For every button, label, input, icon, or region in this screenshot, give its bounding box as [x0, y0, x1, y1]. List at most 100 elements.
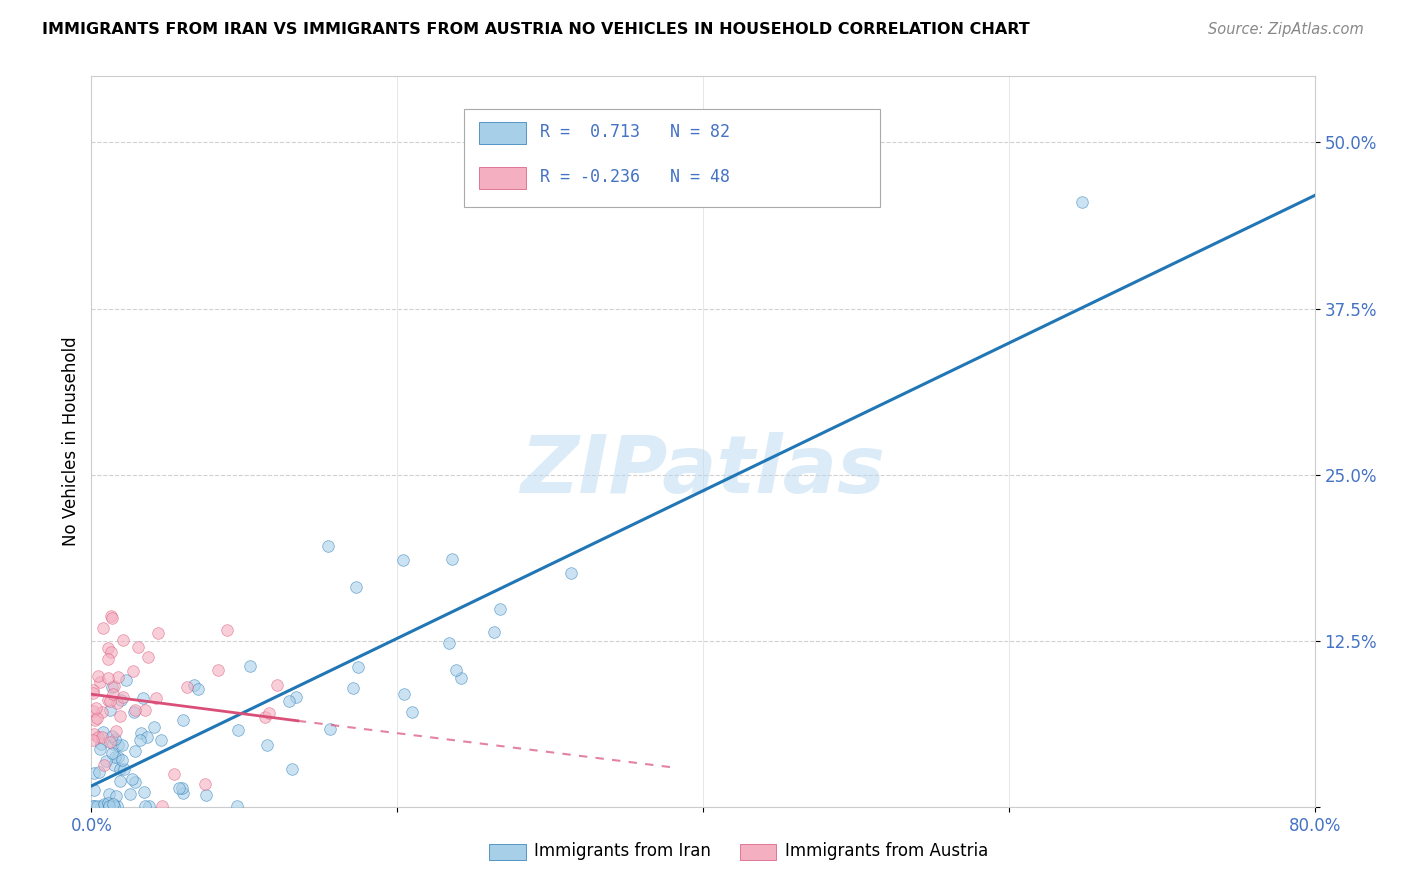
Point	[104, 749, 127, 764]
Point	[124, 744, 146, 758]
Point	[257, 706, 280, 720]
Point	[91, 730, 114, 744]
Point	[87, 765, 110, 780]
Bar	[479, 167, 526, 189]
Point	[121, 665, 143, 679]
Point	[145, 690, 167, 705]
Point	[103, 758, 125, 772]
Point	[107, 738, 129, 752]
Point	[89, 742, 111, 756]
Point	[105, 799, 128, 814]
Point	[344, 580, 367, 594]
Point	[105, 789, 128, 803]
Point	[98, 694, 121, 708]
Point	[84, 713, 107, 727]
Point	[342, 681, 364, 695]
Point	[97, 672, 120, 686]
Point	[86, 701, 108, 715]
Bar	[740, 844, 776, 860]
Point	[318, 723, 340, 737]
Point	[266, 677, 288, 691]
Point	[82, 799, 104, 814]
Point	[134, 784, 156, 798]
Point	[100, 747, 122, 761]
Text: R =  0.713   N = 82: R = 0.713 N = 82	[540, 123, 730, 141]
Point	[82, 733, 104, 747]
Point	[101, 680, 124, 694]
Point	[107, 749, 129, 764]
Point	[91, 621, 114, 635]
Point	[150, 799, 173, 814]
Point	[108, 708, 131, 723]
Point	[82, 685, 104, 699]
Point	[98, 799, 121, 814]
Point	[482, 625, 505, 640]
Point	[136, 730, 159, 744]
Point	[83, 783, 105, 797]
Point	[101, 797, 124, 812]
Point	[103, 679, 125, 693]
Point	[149, 732, 172, 747]
Point	[347, 659, 370, 673]
Point	[194, 777, 217, 791]
Point	[97, 641, 120, 656]
Point	[111, 690, 134, 705]
Point	[93, 799, 115, 814]
Point	[111, 738, 134, 752]
Point	[138, 799, 160, 814]
Point	[134, 799, 156, 814]
Point	[129, 726, 152, 740]
Point	[281, 763, 304, 777]
Point	[97, 796, 120, 810]
Point	[134, 703, 156, 717]
Point	[183, 678, 205, 692]
Point	[100, 645, 122, 659]
Point	[83, 799, 105, 814]
Point	[278, 694, 301, 708]
Point	[105, 724, 128, 739]
Point	[169, 781, 191, 796]
Text: IMMIGRANTS FROM IRAN VS IMMIGRANTS FROM AUSTRIA NO VEHICLES IN HOUSEHOLD CORRELA: IMMIGRANTS FROM IRAN VS IMMIGRANTS FROM …	[42, 22, 1031, 37]
FancyBboxPatch shape	[464, 109, 880, 208]
Point	[100, 608, 122, 623]
Text: ZIPatlas: ZIPatlas	[520, 432, 886, 510]
Point	[101, 610, 124, 624]
Point	[450, 671, 472, 685]
Point	[90, 799, 112, 814]
Point	[129, 733, 152, 747]
Point	[103, 737, 125, 751]
Point	[226, 799, 249, 814]
Point	[93, 757, 115, 772]
Point	[98, 735, 121, 749]
Point	[115, 673, 138, 687]
Point	[284, 690, 307, 705]
Point	[91, 724, 114, 739]
Point	[108, 773, 131, 788]
Point	[82, 683, 104, 698]
Point	[138, 650, 160, 665]
Point	[226, 723, 249, 738]
Point	[440, 552, 463, 566]
Bar	[479, 122, 526, 144]
Point	[111, 632, 134, 647]
Point	[104, 732, 127, 747]
Point	[394, 687, 416, 701]
Point	[256, 738, 278, 752]
Point	[90, 737, 112, 751]
Point	[170, 780, 193, 795]
Point	[253, 710, 276, 724]
Point	[122, 705, 145, 719]
Point	[101, 729, 124, 743]
Point	[86, 669, 108, 683]
Text: R = -0.236   N = 48: R = -0.236 N = 48	[540, 169, 730, 186]
Point	[87, 730, 110, 744]
Point	[132, 690, 155, 705]
Point	[439, 635, 461, 649]
Point	[195, 789, 218, 803]
Point	[124, 703, 146, 717]
Point	[90, 705, 112, 719]
Point	[239, 659, 262, 673]
Point	[86, 799, 108, 814]
Point	[215, 623, 238, 637]
Point	[401, 705, 423, 719]
